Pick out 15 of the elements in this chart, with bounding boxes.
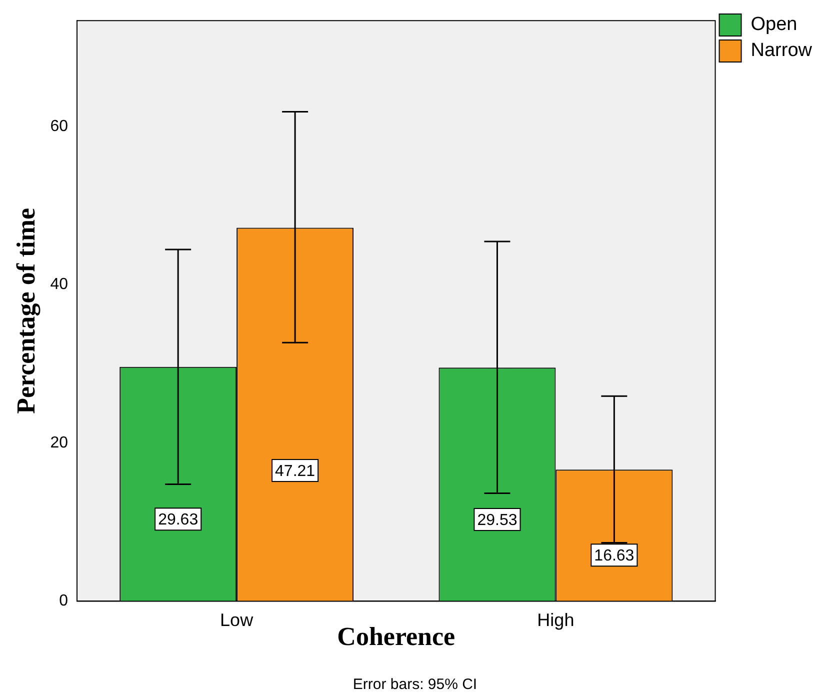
legend-label: Narrow bbox=[750, 40, 812, 62]
x-tick-label: Low bbox=[220, 610, 254, 630]
y-tick-label: 0 bbox=[59, 592, 68, 610]
y-axis-title: Percentage of time bbox=[11, 208, 40, 414]
data-label: 29.53 bbox=[477, 512, 518, 529]
x-axis-title: Coherence bbox=[337, 622, 456, 652]
legend-label: Open bbox=[750, 14, 798, 36]
x-tick-label: High bbox=[537, 610, 574, 630]
text: Error bars: 95% CI bbox=[352, 676, 478, 693]
data-label: 29.63 bbox=[158, 512, 198, 529]
y-tick-label: 60 bbox=[50, 118, 68, 135]
y-tick-label: 40 bbox=[50, 276, 68, 294]
y-tick-label: 20 bbox=[50, 434, 68, 452]
data-label: 47.21 bbox=[275, 462, 316, 480]
data-label: 16.63 bbox=[594, 548, 634, 565]
